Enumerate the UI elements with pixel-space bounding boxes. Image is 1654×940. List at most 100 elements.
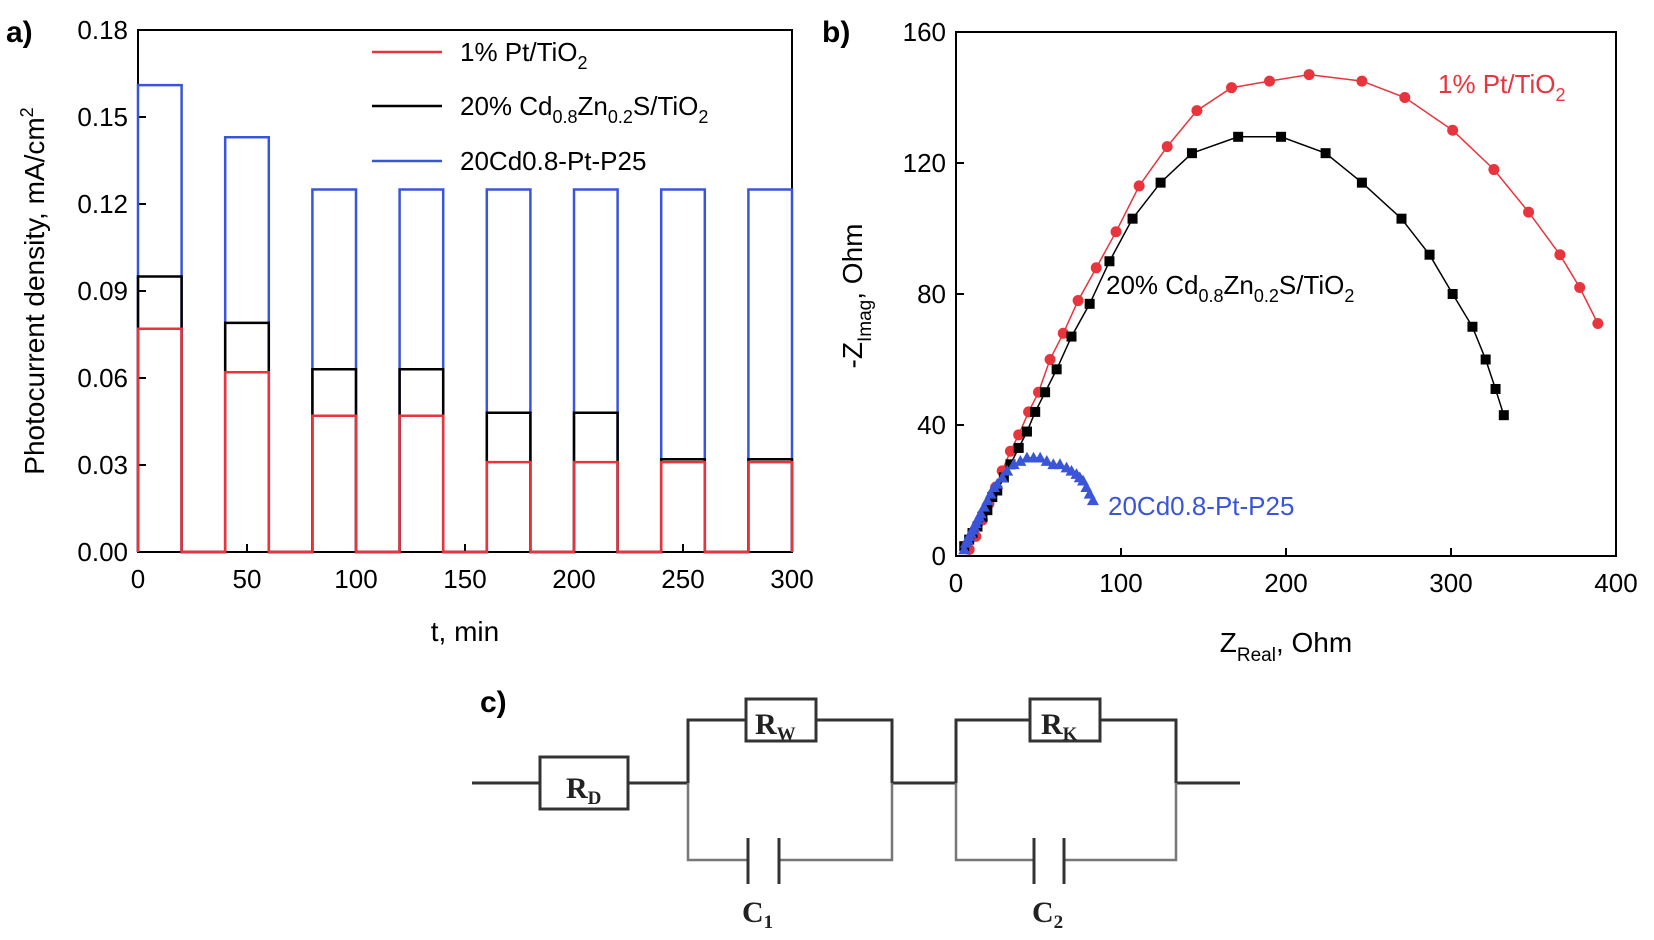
series-pt-tio2-line [968,73,1599,550]
y-tick-label: 80 [917,279,946,309]
y-tick-label: 120 [903,148,946,178]
x-tick-label: 50 [233,564,262,594]
panel-c-label: c) [480,686,507,719]
annotation-cdzns-tio2: 20% Cd0.8Zn0.2S/TiO2 [1106,270,1354,306]
panel-a-x-ticks: 0 50 100 150 200 250 300 [131,544,814,594]
data-point [1051,364,1062,375]
x-tick-label: 100 [334,564,377,594]
data-point [1498,410,1509,421]
y-tick-label: 160 [903,17,946,47]
data-point [1276,131,1287,142]
data-point [974,507,987,519]
data-point [981,494,994,506]
data-point [1013,429,1025,441]
series-pt-tio2 [136,327,794,554]
data-point [1467,321,1478,332]
data-point [1084,298,1095,309]
data-point [1320,148,1331,159]
x-tick-label: 150 [443,564,486,594]
data-point [1592,317,1604,329]
x-tick-label: 300 [1429,568,1472,598]
data-point [1356,177,1367,188]
series-cdzns-tio2 [136,275,794,554]
data-point [958,543,971,555]
data-point [1186,148,1197,159]
series-cdzns-tio2-line [963,136,1505,547]
data-point [1090,262,1102,274]
data-point [1004,445,1016,457]
panel-b-x-ticks: 0 100 200 300 400 [949,548,1638,598]
panel-a-series [136,83,794,554]
y-tick-label: 0.00 [77,537,128,567]
panel-b-y-ticks: 0 40 80 120 160 [903,17,964,571]
resistor-rw-label: RW [755,708,796,745]
data-point [1127,213,1138,224]
resistor-rd [538,755,630,811]
y-tick-label: 0.18 [77,15,128,45]
data-point [1356,75,1368,87]
data-point [1072,295,1084,307]
circuit-wire-c1-right [779,783,894,862]
resistor-rw [744,697,818,743]
capacitor-c2-label: C2 [1032,896,1063,933]
resistor-rd-label: RD [566,772,601,809]
data-point [1523,206,1535,218]
data-point [1014,455,1027,466]
series-cd-pt-p25 [958,451,1099,555]
data-point [1104,256,1115,267]
panel-b-x-axis-title: ZReal, Ohm [1220,627,1352,666]
legend-label-pt-tio2: 1% Pt/TiO2 [460,37,588,73]
y-tick-label: 0.03 [77,450,128,480]
data-point [1191,105,1203,117]
panel-c-equivalent-circuit: c) RD RW C1 RK C2 [472,686,1240,933]
data-point [1233,131,1244,142]
data-point [1161,141,1173,153]
data-point [1007,458,1020,470]
series-pt-tio2 [963,69,1604,555]
y-tick-label: 0.09 [77,276,128,306]
data-point [996,471,1009,483]
data-point [1399,92,1411,103]
x-tick-label: 300 [770,564,813,594]
data-point [1554,249,1566,261]
data-point [1396,213,1407,224]
circuit-wire-c2-right [1064,783,1178,862]
data-point [1303,69,1315,81]
data-point [1066,331,1077,342]
data-point [1155,177,1166,188]
circuit-wire-c1-left [686,783,748,862]
y-tick-label: 0 [932,541,946,571]
circuit-wire-c2-left [954,783,1034,862]
resistor-rk-label: RK [1041,708,1078,745]
circuit-wire-rw-left [686,718,746,783]
x-tick-label: 400 [1594,568,1637,598]
data-point [1013,442,1024,453]
circuit-wire-rk-left [954,718,1030,783]
data-point [984,487,997,499]
data-point [1030,406,1041,417]
data-point [1574,281,1586,293]
data-point [1447,124,1459,136]
data-point [1044,354,1056,365]
legend-label-cd-pt-p25: 20Cd0.8-Pt-P25 [460,146,646,176]
y-tick-label: 0.12 [77,189,128,219]
data-point [1488,164,1500,176]
data-point [1490,383,1501,394]
x-tick-label: 200 [1264,568,1307,598]
y-tick-label: 0.06 [77,363,128,393]
x-tick-label: 250 [661,564,704,594]
data-point [1226,82,1238,94]
data-point [1133,180,1145,192]
circuit-wire-rk-right [1100,718,1178,783]
panel-a-legend: 1% Pt/TiO2 20% Cd0.8Zn0.2S/TiO2 20Cd0.8-… [372,37,708,176]
resistor-rk [1028,697,1102,743]
x-tick-label: 100 [1099,568,1142,598]
data-point [978,500,991,512]
annotation-cd-pt-p25: 20Cd0.8-Pt-P25 [1108,491,1294,521]
y-tick-label: 40 [917,410,946,440]
capacitor-c1-label: C1 [742,896,773,933]
data-point [1001,464,1014,476]
data-point [1264,75,1275,87]
